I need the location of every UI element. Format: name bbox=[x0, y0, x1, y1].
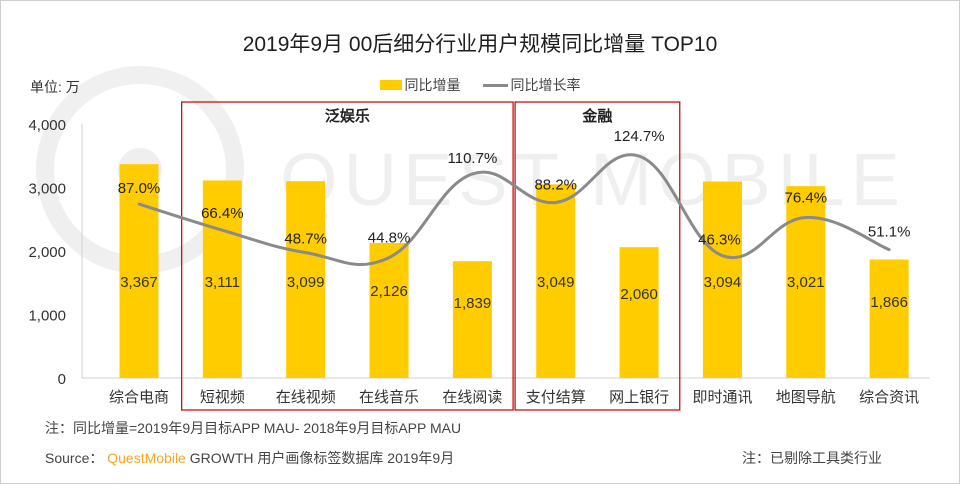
bar-value-label: 3,094 bbox=[704, 274, 742, 291]
group-label: 泛娱乐 bbox=[325, 107, 370, 125]
bar-value-label: 1,839 bbox=[454, 295, 492, 312]
bar bbox=[286, 181, 326, 378]
line-value-label: 124.7% bbox=[614, 128, 665, 145]
bar-value-label: 1,866 bbox=[870, 294, 908, 311]
x-tick-label: 短视频 bbox=[200, 389, 245, 406]
x-tick-label: 综合资讯 bbox=[859, 389, 919, 406]
bar bbox=[119, 164, 159, 378]
legend-label-bar: 同比增量 bbox=[404, 77, 461, 93]
bar bbox=[702, 181, 742, 378]
group-label: 金融 bbox=[581, 107, 612, 125]
y-tick-label: 0 bbox=[58, 371, 66, 388]
bar-value-label: 2,060 bbox=[620, 286, 658, 303]
source-brand: QuestMobile bbox=[107, 450, 186, 466]
x-tick-label: 地图导航 bbox=[776, 389, 836, 406]
chart-title: 2019年9月 00后细分行业用户规模同比增量 TOP10 bbox=[242, 33, 718, 56]
group-box bbox=[181, 101, 514, 411]
bar bbox=[452, 261, 492, 378]
x-tick-label: 网上银行 bbox=[609, 389, 669, 406]
legend-item-line: 同比增长率 bbox=[482, 75, 581, 95]
footnote-formula: 注：同比增量=2019年9月目标APP MAU- 2018年9月目标APP MA… bbox=[45, 420, 462, 436]
y-tick-label: 3,000 bbox=[28, 181, 66, 198]
line-value-label: 88.2% bbox=[534, 176, 577, 193]
bar bbox=[536, 184, 576, 378]
line-value-label: 46.3% bbox=[698, 232, 741, 249]
x-tick-label: 综合电商 bbox=[109, 389, 169, 406]
legend-label-line: 同比增长率 bbox=[510, 77, 581, 93]
bar bbox=[619, 247, 659, 378]
x-tick-label: 即时通讯 bbox=[692, 389, 752, 406]
bar-value-label: 3,111 bbox=[205, 274, 240, 291]
line-value-label: 48.7% bbox=[284, 231, 327, 248]
y-tick-label: 4,000 bbox=[28, 117, 66, 134]
legend-swatch-bar bbox=[379, 80, 402, 90]
line-value-label: 87.0% bbox=[118, 180, 161, 197]
footnote-source: Source： QuestMobile GROWTH 用户画像标签数据库 201… bbox=[45, 448, 454, 468]
y-tick-label: 1,000 bbox=[28, 308, 66, 325]
bar-value-label: 3,021 bbox=[787, 274, 825, 291]
legend: 同比增量 同比增长率 bbox=[0, 75, 960, 95]
bar bbox=[202, 180, 242, 378]
legend-swatch-line bbox=[482, 83, 508, 87]
x-tick-label: 支付结算 bbox=[526, 388, 586, 406]
x-tick-label: 在线音乐 bbox=[359, 389, 419, 406]
source-prefix: Source： bbox=[45, 450, 104, 466]
group-box bbox=[514, 101, 681, 411]
bar bbox=[369, 242, 409, 378]
bar-value-label: 3,049 bbox=[537, 274, 575, 291]
source-rest: GROWTH 用户画像标签数据库 2019年9月 bbox=[185, 450, 455, 466]
line-value-label: 44.8% bbox=[368, 230, 411, 247]
footnote-excluded: 注：已剔除工具类行业 bbox=[742, 450, 882, 466]
bar-value-label: 2,126 bbox=[370, 283, 408, 300]
bar-value-label: 3,099 bbox=[287, 274, 325, 291]
y-tick-label: 2,000 bbox=[28, 244, 66, 261]
line-value-label: 76.4% bbox=[785, 189, 828, 206]
bar-value-label: 3,367 bbox=[120, 274, 158, 291]
bar bbox=[869, 259, 909, 378]
x-tick-label: 在线视频 bbox=[276, 389, 336, 406]
legend-item-bar: 同比增量 bbox=[379, 75, 461, 95]
unit-label: 单位: 万 bbox=[30, 79, 80, 95]
x-tick-label: 在线阅读 bbox=[442, 389, 502, 406]
line-value-label: 66.4% bbox=[201, 205, 244, 222]
line-series bbox=[137, 153, 891, 267]
line-value-label: 110.7% bbox=[448, 150, 498, 167]
line-value-label: 51.1% bbox=[868, 224, 911, 241]
